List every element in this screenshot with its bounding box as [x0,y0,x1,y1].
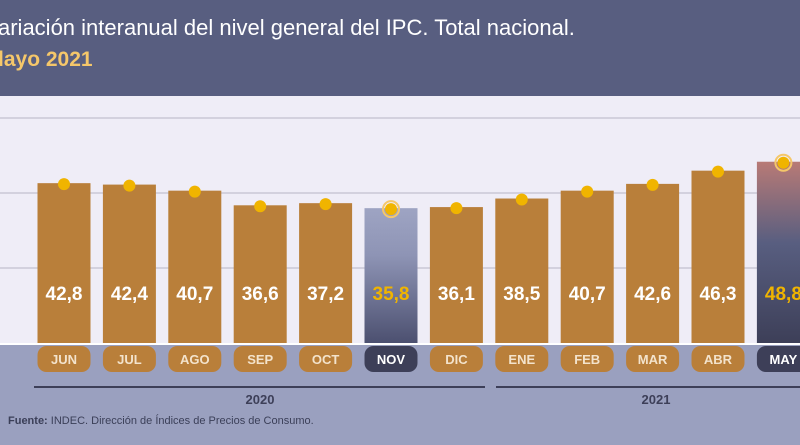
month-label: OCT [312,352,340,367]
bar-feb [560,190,614,343]
bar-jul [102,184,156,343]
month-pill [626,346,680,372]
data-point-dot [515,193,528,206]
data-point-dot [123,179,136,192]
bar-dic [429,207,483,343]
bar-value-label: 38,5 [503,284,540,305]
month-label: JUN [51,352,77,367]
chart-header: ariación interanual del nivel general de… [0,0,800,96]
bar-value-label: 42,8 [46,284,83,305]
bar-sep [233,205,287,343]
year-label: 2021 [642,392,671,407]
data-point-dot [58,178,70,191]
bar-value-label: 42,4 [111,284,148,305]
bar-ago [168,190,222,343]
highlight-ring [774,153,793,172]
data-point-dot [777,156,790,169]
bar-jun [37,183,91,343]
month-pill [560,346,614,372]
month-pill [37,346,91,372]
bar-mar [626,183,680,343]
bar-oct [299,203,353,343]
month-label: JUL [117,352,142,367]
data-point-dot [450,202,463,215]
bar-nov [364,208,418,343]
bar-ene [495,198,549,343]
data-point-dot [254,200,267,213]
bar-value-label: 46,3 [700,284,737,305]
bar-value-label: 37,2 [307,284,344,305]
source-note: Fuente: INDEC. Dirección de Índices de P… [8,415,314,427]
bar-value-label: 36,6 [242,284,279,305]
bar-value-label: 40,7 [176,284,213,305]
bar-value-label: 40,7 [569,284,606,305]
data-point-dot [646,178,659,191]
month-pill [299,346,353,372]
highlight-ring [382,200,400,219]
month-pill [495,346,549,372]
source-text: INDEC. Dirección de Índices de Precios d… [47,415,314,427]
bar-value-label: 48,8 [765,284,800,305]
month-pill [691,346,745,372]
month-label: SEP [247,352,273,367]
data-point-dot [319,198,332,211]
month-label: ABR [704,352,733,367]
month-label: NOV [377,352,406,367]
source-label: Fuente: [8,415,48,427]
month-pill [364,346,418,372]
data-point-dot [188,185,201,198]
bar-abr [691,170,745,343]
month-pill [756,346,800,372]
month-label: AGO [180,352,210,367]
month-label: MAR [638,352,668,367]
month-pill [102,346,156,372]
bar-value-label: 35,8 [373,284,410,305]
bar-may [756,161,800,343]
chart-subtitle: layo 2021 [0,48,93,71]
month-label: FEB [574,352,600,367]
data-point-dot [385,203,397,216]
month-label: MAY [770,352,798,367]
month-label: ENE [508,352,535,367]
month-pill [168,346,222,372]
bar-value-label: 36,1 [438,284,475,305]
month-pill [233,346,287,372]
year-label: 2020 [246,392,275,407]
month-pill [429,346,483,372]
data-point-dot [712,165,724,178]
data-point-dot [581,185,594,198]
chart-title: ariación interanual del nivel general de… [0,15,575,40]
month-label: DIC [445,352,468,367]
bar-value-label: 42,6 [634,284,671,305]
